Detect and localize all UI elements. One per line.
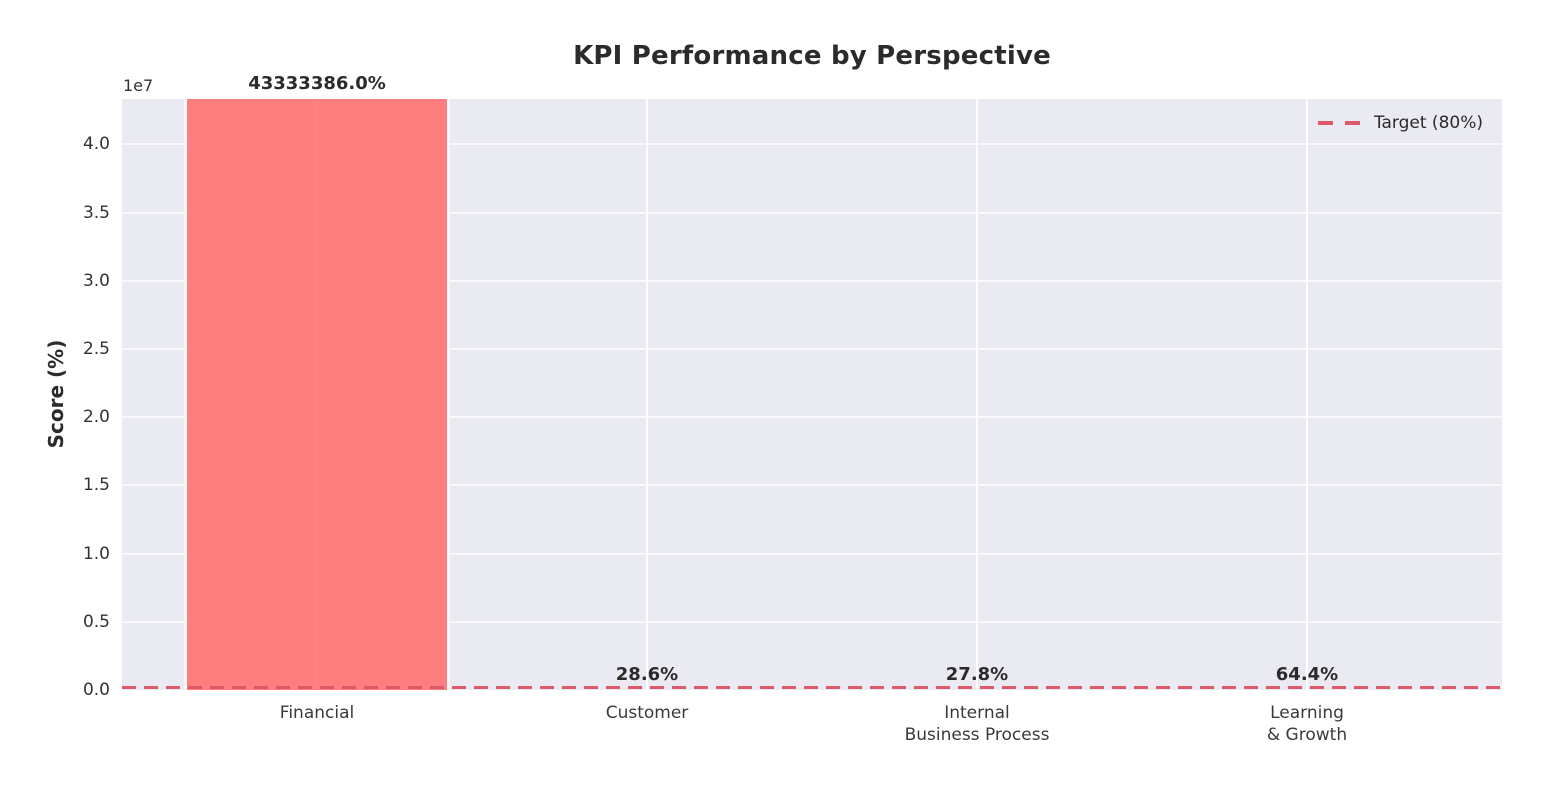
y-tick-label: 0.0 xyxy=(82,680,110,700)
horizontal-gridline xyxy=(122,552,1502,555)
bar-value-label: 28.6% xyxy=(615,664,679,685)
target-line xyxy=(122,686,1502,689)
vertical-gridline xyxy=(976,99,978,690)
horizontal-gridline xyxy=(122,416,1502,419)
y-tick-label: 1.5 xyxy=(82,475,110,496)
x-tick-label: Internal Business Process xyxy=(904,703,1050,745)
bar xyxy=(184,99,450,690)
y-tick-label: 3.5 xyxy=(82,202,110,223)
target-line-legend-swatch xyxy=(1317,121,1360,125)
bar-value-label: 27.8% xyxy=(945,664,1009,685)
legend: Target (80%) xyxy=(1317,113,1483,133)
horizontal-gridline xyxy=(122,279,1502,282)
target-line-legend-label: Target (80%) xyxy=(1373,113,1483,133)
x-tick-label: Learning & Growth xyxy=(1266,703,1348,745)
x-tick-label: Financial xyxy=(279,703,355,723)
horizontal-gridline xyxy=(122,211,1502,214)
bar-value-label: 64.4% xyxy=(1275,664,1339,685)
horizontal-gridline xyxy=(122,620,1502,623)
horizontal-gridline xyxy=(122,484,1502,487)
y-tick-label: 0.5 xyxy=(82,611,110,632)
y-tick-label: 4.0 xyxy=(82,134,110,155)
y-tick-label: 2.5 xyxy=(82,339,110,360)
y-tick-label: 3.0 xyxy=(82,270,110,291)
y-axis-offset-text: 1e7 xyxy=(123,76,154,95)
x-tick-label: Customer xyxy=(605,703,689,723)
horizontal-gridline xyxy=(122,348,1502,351)
chart-title: KPI Performance by Perspective xyxy=(573,41,1051,71)
bar-value-label: 43333386.0% xyxy=(248,73,386,94)
plot-area: Target (80%) 43333386.0% 28.6% 27.8% 64.4% xyxy=(122,73,1502,690)
y-tick-label: 2.0 xyxy=(82,407,110,428)
horizontal-gridline xyxy=(122,143,1502,146)
vertical-gridline xyxy=(1306,99,1308,690)
vertical-gridline xyxy=(646,99,648,690)
y-tick-label: 1.0 xyxy=(82,543,110,564)
